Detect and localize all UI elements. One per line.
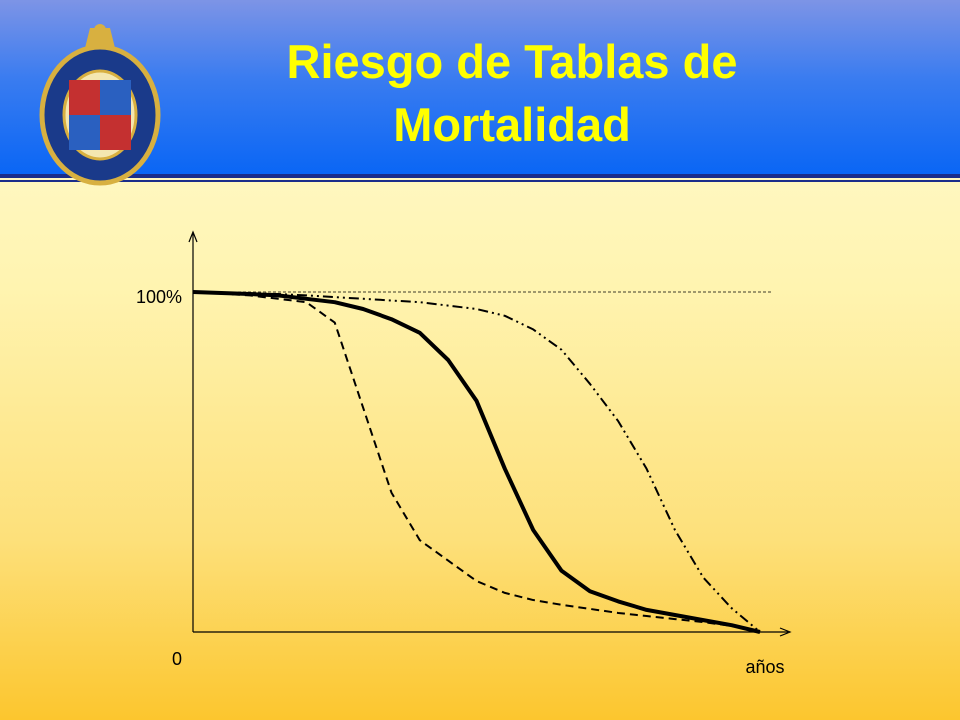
header-band [0,0,960,174]
x-axis-label: años [745,657,784,677]
y-axis-arrow [188,230,198,243]
logo [39,24,161,186]
slide-title: Riesgo de Tablas de Mortalidad [286,35,738,151]
x-axis-arrow [779,627,792,637]
y-tick-label: 0 [172,649,182,669]
header-rule [0,174,960,178]
series-line [192,291,761,633]
series-line [192,290,761,634]
y-tick-label: 100% [136,287,182,307]
series-line [192,291,761,633]
header-rule [0,180,960,182]
